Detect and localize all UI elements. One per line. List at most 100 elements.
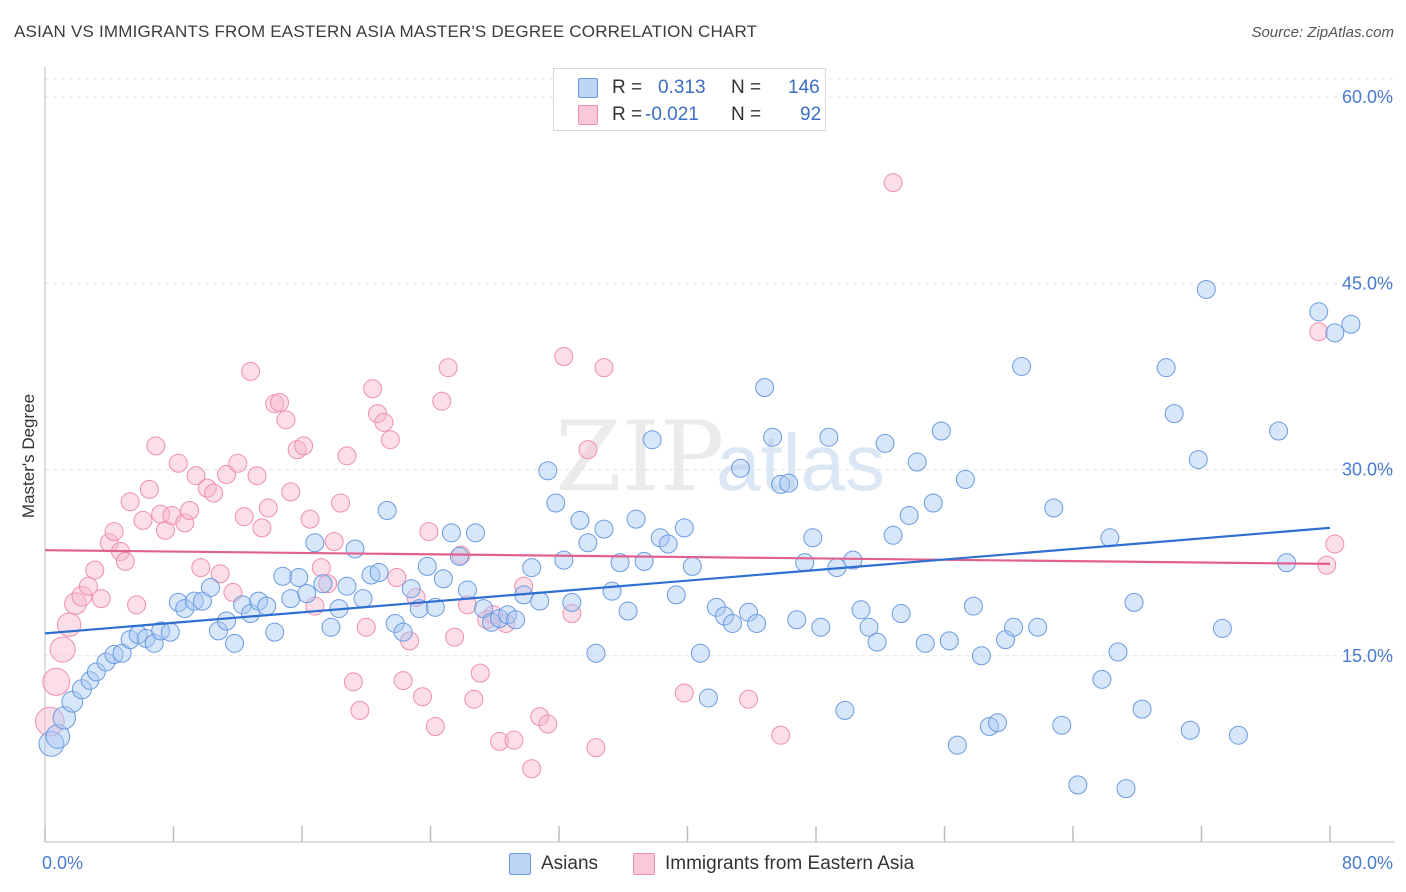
- asian-point: [747, 613, 767, 633]
- n-label: N =: [731, 77, 762, 98]
- y-tick-label: 15.0%: [1342, 646, 1393, 666]
- asian-point: [160, 622, 180, 642]
- immigrants-point: [276, 410, 296, 430]
- immigrants-point: [594, 358, 614, 378]
- immigrants-point: [78, 576, 98, 596]
- r-label: R =: [612, 104, 643, 125]
- immigrants-point: [146, 436, 166, 456]
- asian-point: [843, 550, 863, 570]
- asian-point: [361, 565, 381, 585]
- asian-point: [594, 519, 614, 539]
- immigrants-point: [457, 595, 477, 615]
- asian-point: [506, 610, 526, 630]
- asian-point: [907, 452, 927, 472]
- immigrants-point: [374, 412, 394, 432]
- immigrants-point: [522, 759, 542, 779]
- asian-point: [988, 713, 1008, 733]
- asian-point: [1164, 404, 1184, 424]
- immigrants-point: [247, 466, 267, 486]
- asian-point: [441, 523, 461, 543]
- asian-point: [369, 563, 389, 583]
- asian-point: [610, 553, 630, 573]
- asian-point: [811, 617, 831, 637]
- immigrants-point: [294, 436, 314, 456]
- immigrants-point: [674, 683, 694, 703]
- immigrants-point: [324, 532, 344, 552]
- immigrants-point: [318, 574, 338, 594]
- immigrants-point: [586, 738, 606, 758]
- asian-point: [642, 430, 662, 450]
- asian-point: [891, 604, 911, 624]
- trend-lines: [44, 526, 1331, 635]
- immigrants-point: [538, 714, 558, 734]
- asian-point: [771, 474, 791, 494]
- immigrants-point: [180, 500, 200, 520]
- asian-point: [313, 574, 333, 594]
- asian-point: [546, 493, 566, 513]
- asian-point: [650, 528, 670, 548]
- tick-labels: 15.0% 30.0% 45.0% 60.0% 0.0% 80.0%: [42, 87, 1393, 873]
- asian-point: [570, 510, 590, 530]
- immigrants-point: [252, 518, 272, 538]
- asian-point: [787, 610, 807, 630]
- chart-title: ASIAN VS IMMIGRANTS FROM EASTERN ASIA MA…: [14, 22, 758, 41]
- asian-point: [795, 553, 815, 573]
- immigrants-point: [883, 173, 903, 193]
- asian-point: [38, 731, 65, 757]
- asian-point: [554, 550, 574, 570]
- asian-point: [1100, 528, 1120, 548]
- immigrants-point: [42, 667, 71, 696]
- correlation-legend: R = 0.313 N = 146 R = -0.021 N = 92: [553, 68, 826, 131]
- asian-point: [538, 461, 558, 481]
- immigrants-point: [175, 513, 195, 533]
- immigrants-point: [554, 347, 574, 367]
- asian-point: [722, 613, 742, 633]
- asian-point: [698, 688, 718, 708]
- asian-point: [955, 469, 975, 489]
- asians-swatch: [509, 853, 531, 875]
- immigrants-point: [120, 492, 140, 512]
- asian-point: [562, 592, 582, 612]
- immigrants-point: [504, 730, 524, 750]
- immigrants-point: [331, 493, 351, 513]
- asian-point: [618, 601, 638, 621]
- asian-point: [739, 602, 759, 622]
- immigrants-point: [337, 446, 357, 466]
- asian-point: [425, 597, 445, 617]
- immigrants-point: [34, 706, 65, 737]
- asian-point: [433, 569, 453, 589]
- asian-point: [530, 591, 550, 611]
- asian-point: [144, 633, 164, 653]
- immigrants-point: [228, 453, 248, 473]
- asian-point: [353, 589, 373, 609]
- immigrants-point: [739, 689, 759, 709]
- asian-point: [1212, 618, 1232, 638]
- asian-point: [449, 546, 469, 566]
- immigrants-point: [393, 671, 413, 691]
- n-value: 92: [800, 104, 822, 125]
- asian-point: [859, 617, 879, 637]
- r-value: -0.021: [645, 104, 699, 125]
- immigrants-point: [363, 379, 383, 399]
- immigrants-point: [311, 558, 331, 578]
- asian-point: [819, 427, 839, 447]
- immigrants-point: [562, 604, 582, 624]
- asians-swatch: [578, 78, 598, 98]
- asian-point: [939, 631, 959, 651]
- asian-point: [923, 493, 943, 513]
- asian-point: [658, 534, 678, 554]
- n-value: 146: [788, 77, 820, 98]
- asian-point: [602, 581, 622, 601]
- asian-point: [578, 533, 598, 553]
- asian-point: [1012, 356, 1032, 376]
- asian-point: [377, 500, 397, 520]
- asian-point: [1341, 314, 1361, 334]
- asian-point: [457, 580, 477, 600]
- asian-point: [1196, 279, 1216, 299]
- asian-point: [289, 568, 309, 588]
- immigrants-point: [380, 430, 400, 450]
- immigrants-point: [432, 391, 452, 411]
- asian-point: [273, 566, 293, 586]
- immigrants-point: [186, 466, 206, 486]
